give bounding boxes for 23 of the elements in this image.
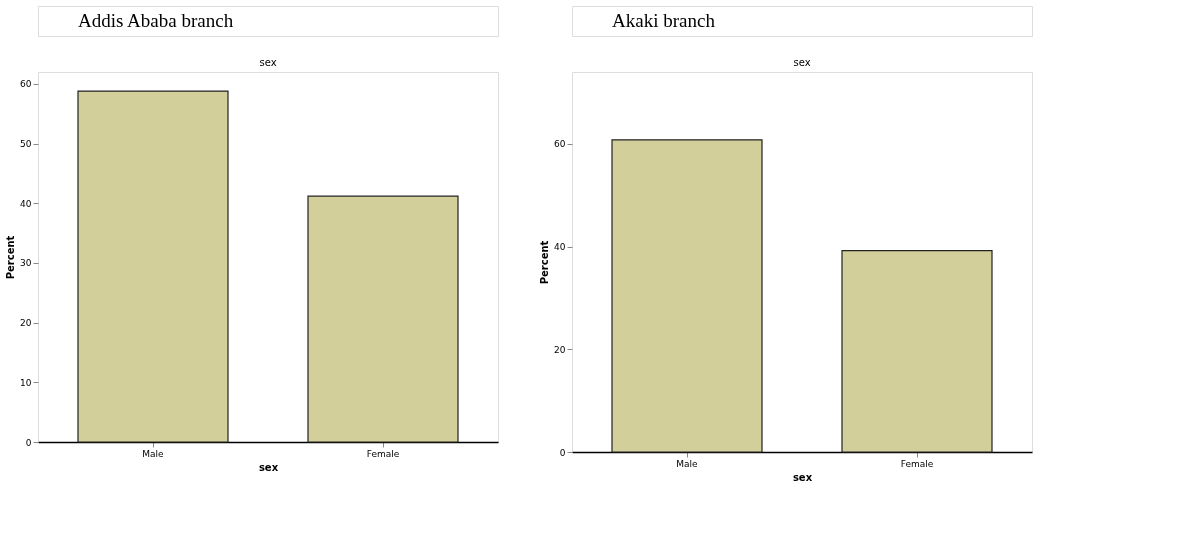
- x-tick-label: Female: [366, 448, 400, 459]
- x-axis-title: sex: [258, 461, 279, 473]
- x-tick-label: Female: [900, 458, 934, 469]
- y-tick-label: 30: [20, 258, 32, 269]
- chart-title: sex: [793, 57, 811, 68]
- y-tick-label: 20: [554, 344, 566, 355]
- y-axis-title: Percent: [539, 240, 551, 285]
- y-tick-label: 50: [20, 139, 32, 150]
- y-tick-label: 20: [20, 318, 32, 329]
- x-axis-title: sex: [792, 471, 813, 483]
- y-tick-label: 40: [554, 242, 566, 253]
- chart-title: sex: [259, 57, 277, 68]
- y-tick-label: 0: [559, 447, 566, 458]
- x-tick-label: Male: [676, 458, 699, 469]
- text: Akaki branch: [612, 10, 716, 31]
- y-tick-label: 60: [20, 79, 32, 90]
- y-tick-label: 10: [20, 377, 32, 388]
- x-tick-label: Male: [142, 448, 165, 459]
- y-tick-label: 40: [20, 198, 32, 209]
- y-tick-label: 0: [25, 437, 32, 448]
- y-axis-title: Percent: [5, 235, 17, 280]
- text: Addis Ababa branch: [78, 10, 234, 31]
- y-tick-label: 60: [554, 139, 566, 150]
